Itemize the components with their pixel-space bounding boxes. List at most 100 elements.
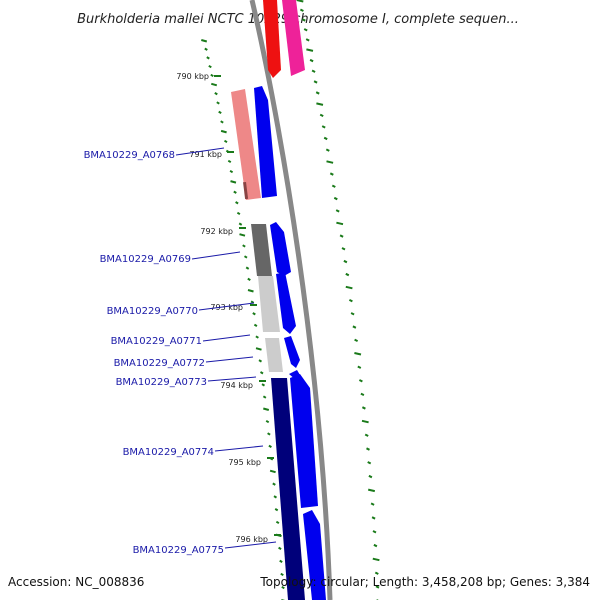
gene-feature-light-grey-1[interactable] [258, 276, 280, 332]
kbp-tick-793: 793 kbp [210, 303, 257, 312]
ring-tick [220, 129, 227, 134]
kbp-tick-791: 791 kbp [189, 150, 234, 159]
svg-text:BMA10229_A0774: BMA10229_A0774 [123, 447, 214, 458]
ring-tick [374, 571, 379, 575]
ring-tick [345, 285, 353, 290]
ring-tick [210, 73, 214, 78]
ring-tick [296, 0, 304, 3]
kbp-label: 793 kbp [210, 303, 243, 312]
ring-tick [279, 559, 283, 563]
ring-tick [311, 69, 316, 73]
ring-tick [321, 125, 326, 129]
ring-tick [255, 335, 259, 339]
gene-label-a0772[interactable]: BMA10229_A0772 [114, 356, 254, 369]
ring-tick [361, 419, 369, 424]
gene-feature-blue-3[interactable] [276, 272, 296, 334]
ring-tick [269, 469, 276, 474]
ring-tick [364, 433, 369, 437]
kbp-label: 794 kbp [220, 381, 253, 390]
ring-tick [341, 247, 346, 251]
ring-tick [247, 277, 251, 281]
ring-tick [239, 233, 246, 237]
gene-label-a0771[interactable]: BMA10229_A0771 [111, 334, 251, 347]
ring-tick [253, 323, 258, 327]
ring-tick [305, 38, 310, 42]
ring-tick [265, 419, 270, 424]
kbp-label: 795 kbp [228, 458, 261, 467]
accession-text: Accession: NC_008836 [8, 575, 144, 589]
kbp-label: 790 kbp [176, 72, 209, 81]
ring-tick [373, 543, 378, 548]
ring-tick [252, 312, 256, 316]
ring-tick [275, 520, 280, 525]
ring-tick [261, 383, 266, 387]
ring-tick [329, 172, 334, 176]
ring-tick [238, 222, 243, 226]
svg-text:BMA10229_A0775: BMA10229_A0775 [133, 545, 224, 556]
gene-label-a0774[interactable]: BMA10229_A0774 [123, 445, 264, 458]
ring-tick [325, 148, 330, 152]
kbp-tick-790: 790 kbp [176, 72, 221, 81]
ring-tick [255, 347, 262, 351]
ring-tick [268, 444, 272, 448]
gene-feature-dark-grey[interactable] [251, 224, 272, 276]
kbp-label: 791 kbp [189, 150, 222, 159]
inner-tick-ring [201, 39, 286, 600]
ring-tick [354, 352, 362, 356]
ring-tick [259, 371, 264, 375]
gene-feature-blue-6[interactable] [290, 374, 318, 508]
ring-tick [357, 365, 362, 369]
ring-tick [227, 159, 232, 164]
ring-tick [236, 211, 241, 216]
ring-tick [281, 585, 285, 590]
gene-label-a0770[interactable]: BMA10229_A0770 [107, 302, 255, 317]
ring-tick [333, 196, 338, 201]
ring-tick [339, 234, 344, 238]
ring-tick [280, 572, 284, 577]
gene-label-a0769[interactable]: BMA10229_A0769 [100, 251, 241, 265]
gene-feature-salmon[interactable] [231, 89, 261, 200]
gene-label-a0768[interactable]: BMA10229_A0768 [84, 147, 225, 161]
gene-feature-magenta[interactable] [282, 0, 305, 76]
ring-tick [272, 482, 276, 486]
ring-tick [263, 407, 270, 411]
ring-tick [366, 447, 370, 451]
ring-tick [211, 82, 218, 87]
ring-tick [258, 359, 263, 363]
gene-feature-blue-7[interactable] [303, 510, 326, 600]
ring-tick [352, 325, 357, 329]
ring-tick [204, 47, 208, 51]
gene-feature-blue-2[interactable] [270, 222, 291, 276]
ring-tick [370, 502, 375, 506]
ring-tick [372, 557, 380, 562]
ring-tick [323, 136, 328, 141]
ring-tick [345, 272, 350, 277]
ring-tick [235, 201, 239, 205]
outer-tick-ring [296, 0, 380, 600]
gene-feature-light-grey-2[interactable] [265, 338, 283, 372]
ring-tick [278, 546, 282, 550]
ring-tick [371, 516, 376, 520]
gene-feature-dark-blue[interactable] [271, 378, 305, 600]
ring-tick [375, 585, 380, 589]
svg-text:BMA10229_A0769: BMA10229_A0769 [100, 254, 191, 265]
gene-feature-blue-1[interactable] [254, 86, 277, 198]
gene-feature-blue-4[interactable] [284, 336, 300, 368]
gene-feature-red[interactable] [263, 0, 281, 78]
ring-tick [368, 474, 373, 479]
kbp-tick-792: 792 kbp [200, 227, 246, 236]
topology-text: Topology: circular; Length: 3,458,208 bp… [259, 575, 590, 589]
ring-tick [233, 190, 237, 194]
ring-tick [214, 92, 218, 96]
ring-tick [216, 101, 220, 105]
ring-tick [343, 259, 348, 264]
kbp-tick-794: 794 kbp [220, 380, 266, 390]
gene-label-a0773[interactable]: BMA10229_A0773 [116, 376, 257, 388]
ring-tick [367, 461, 372, 465]
gene-label-a0775[interactable]: BMA10229_A0775 [133, 541, 277, 556]
ring-tick [313, 80, 318, 84]
ring-tick [306, 48, 314, 52]
ring-tick [220, 120, 224, 124]
